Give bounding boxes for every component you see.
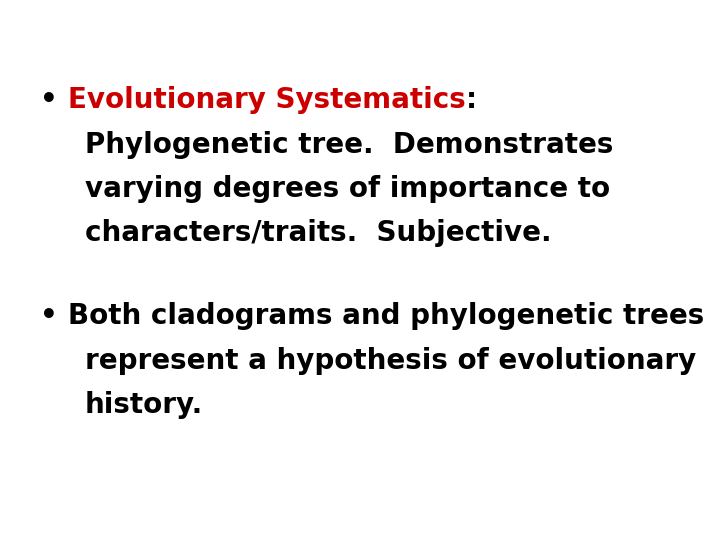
Text: varying degrees of importance to: varying degrees of importance to xyxy=(85,175,610,203)
Text: •: • xyxy=(40,86,58,114)
Text: characters/traits.  Subjective.: characters/traits. Subjective. xyxy=(85,219,552,247)
Text: :: : xyxy=(466,86,477,114)
Text: Phylogenetic tree.  Demonstrates: Phylogenetic tree. Demonstrates xyxy=(85,131,613,159)
Text: represent a hypothesis of evolutionary: represent a hypothesis of evolutionary xyxy=(85,347,696,375)
Text: history.: history. xyxy=(85,391,203,419)
Text: •: • xyxy=(40,302,58,330)
Text: Both cladograms and phylogenetic trees: Both cladograms and phylogenetic trees xyxy=(68,302,705,330)
Text: Evolutionary Systematics: Evolutionary Systematics xyxy=(68,86,466,114)
